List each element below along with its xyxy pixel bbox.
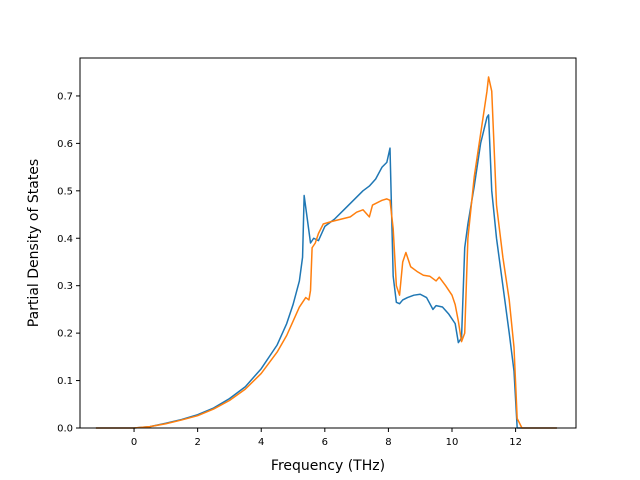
y-tick-label: 0.1 xyxy=(57,376,73,387)
y-axis-label: Partial Density of States xyxy=(26,159,42,327)
y-tick-label: 0.6 xyxy=(57,139,73,150)
y-tick-label: 0.7 xyxy=(57,91,73,102)
x-tick-label: 6 xyxy=(322,437,328,448)
y-tick-label: 0.3 xyxy=(57,281,73,292)
x-tick-label: 12 xyxy=(509,437,522,448)
x-axis-ticks: 0 2 4 6 8 10 12 xyxy=(131,428,522,448)
x-tick-label: 4 xyxy=(258,437,264,448)
x-tick-label: 2 xyxy=(194,437,200,448)
series-line-2 xyxy=(95,76,557,429)
y-tick-label: 0.0 xyxy=(57,424,73,435)
plot-frame xyxy=(79,57,577,429)
y-tick-label: 0.2 xyxy=(57,329,73,340)
series-line-1 xyxy=(95,114,557,429)
x-tick-label: 8 xyxy=(385,437,391,448)
x-tick-label: 10 xyxy=(446,437,459,448)
series-layer xyxy=(95,76,557,429)
y-tick-label: 0.5 xyxy=(57,186,73,197)
y-tick-label: 0.4 xyxy=(57,234,73,245)
x-axis-label: Frequency (THz) xyxy=(271,458,385,474)
y-axis-ticks: 0.0 0.1 0.2 0.3 0.4 0.5 0.6 0.7 xyxy=(57,91,80,435)
x-tick-label: 0 xyxy=(131,437,137,448)
